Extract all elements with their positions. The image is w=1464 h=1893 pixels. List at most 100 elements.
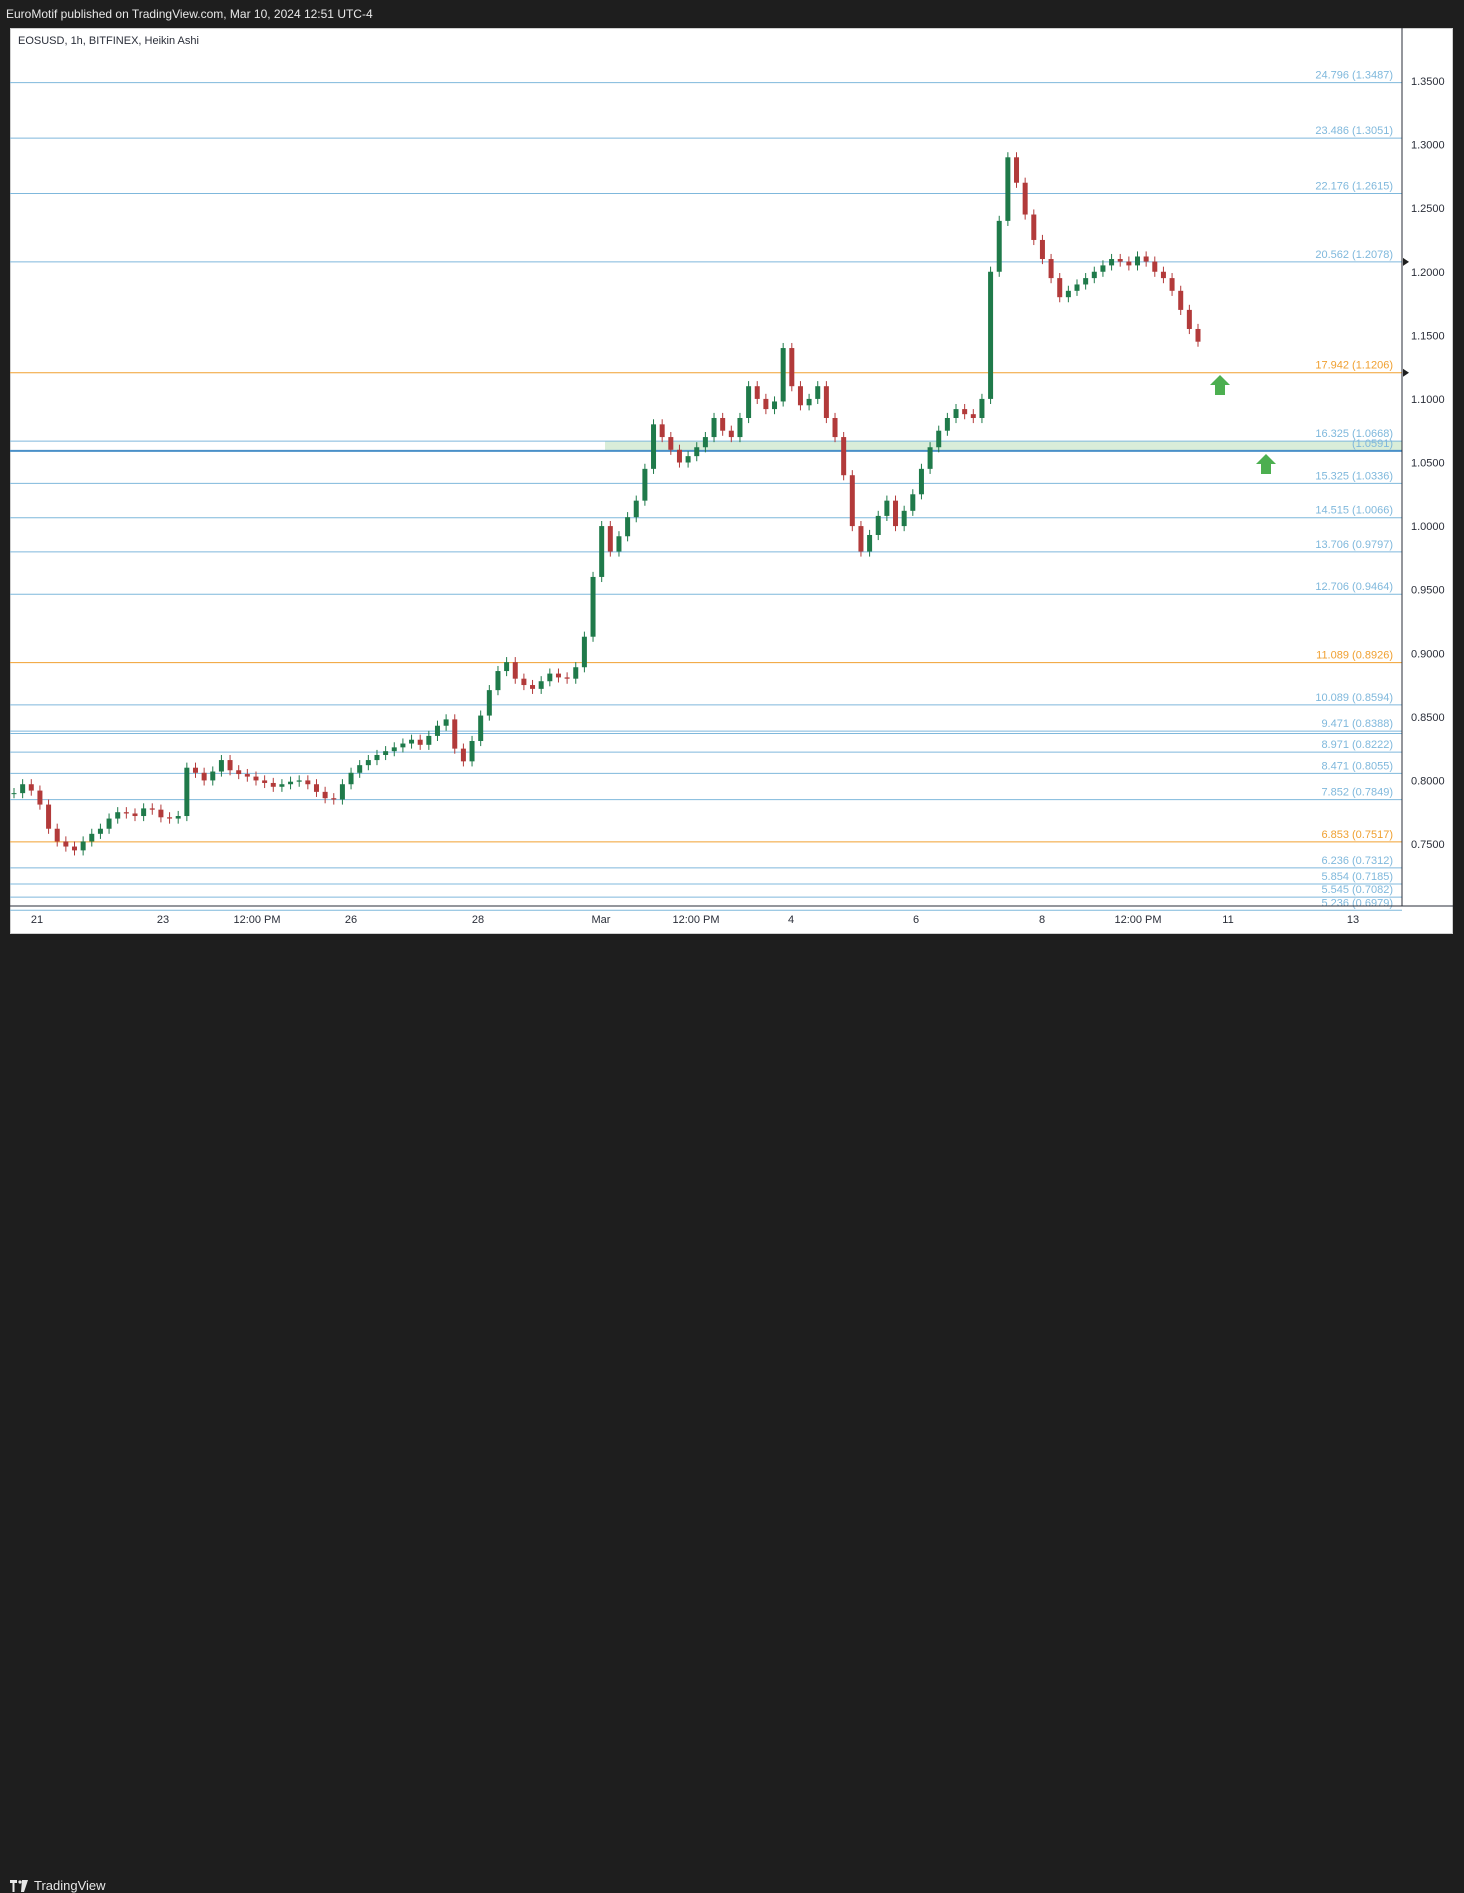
candle-body (469, 740, 475, 762)
level-label: 17.942 (1.1206) (1315, 360, 1393, 372)
candle-body (417, 739, 423, 745)
tradingview-logo[interactable]: TradingView (10, 1878, 106, 1893)
candle-body (253, 776, 259, 781)
level-label: 14.515 (1.0066) (1315, 505, 1393, 517)
price-tick-label: 0.7500 (1411, 839, 1445, 851)
candle-body (849, 475, 855, 527)
candle-body (218, 760, 224, 772)
price-tick-label: 0.8500 (1411, 712, 1445, 724)
candle-body (158, 809, 164, 818)
candle-body (512, 662, 518, 679)
candle-body (607, 526, 613, 552)
candle-body (815, 386, 821, 399)
candle-body (979, 398, 985, 418)
level-label: 6.236 (0.7312) (1321, 855, 1393, 867)
candle-body (1109, 259, 1115, 266)
candle-body (659, 424, 665, 438)
level-label: 12.706 (0.9464) (1315, 581, 1393, 593)
price-marker-icon (1403, 257, 1409, 266)
candle-body (720, 417, 726, 431)
candle-body (901, 510, 907, 527)
candle-body (521, 678, 527, 686)
price-tick-label: 1.0000 (1411, 521, 1445, 533)
candle-body (1143, 256, 1149, 262)
candle-body (460, 748, 466, 762)
level-label: 22.176 (1.2615) (1315, 181, 1393, 193)
candle-body (970, 414, 976, 418)
candle-body (184, 767, 190, 817)
candle-body (365, 760, 371, 766)
candle-body (236, 770, 242, 775)
candle-body (918, 468, 924, 495)
candle-body (192, 767, 198, 773)
candle-body (538, 681, 544, 689)
level-label: 10.089 (0.8594) (1315, 692, 1393, 704)
candle-body (841, 437, 847, 476)
candle-body (1014, 157, 1020, 183)
candle-body (581, 636, 587, 668)
symbol-legend: EOSUSD, 1h, BITFINEX, Heikin Ashi (18, 35, 199, 47)
candle-body (167, 817, 173, 819)
candle-body (71, 846, 77, 851)
candle-body (1022, 182, 1028, 215)
candle-body (746, 386, 752, 418)
candle-body (1048, 259, 1054, 279)
candle-body (530, 685, 536, 689)
candle-body (97, 828, 103, 834)
time-tick-label: Mar (592, 914, 611, 926)
tradingview-logo-icon (10, 1879, 28, 1892)
candle-body (1160, 271, 1166, 279)
candle-body (504, 662, 510, 672)
published-caption: EuroMotif published on TradingView.com, … (6, 7, 373, 21)
time-tick-label: 13 (1347, 914, 1359, 926)
candle-body (789, 348, 795, 387)
candle-body (1152, 261, 1158, 272)
candle-body (884, 500, 890, 516)
support-zone (605, 441, 1402, 451)
candle-body (348, 772, 354, 785)
candle-body (322, 791, 328, 799)
level-label: 9.471 (0.8388) (1321, 718, 1393, 730)
level-label: 8.971 (0.8222) (1321, 739, 1393, 751)
price-tick-label: 1.3500 (1411, 76, 1445, 88)
candle-body (270, 782, 276, 787)
price-tick-label: 1.3000 (1411, 140, 1445, 152)
candle-body (46, 804, 52, 829)
time-tick-label: 12:00 PM (1114, 914, 1161, 926)
candle-body (590, 576, 596, 637)
candle-body (305, 780, 311, 785)
candle-body (711, 417, 717, 438)
candle-body (737, 417, 743, 438)
price-tick-label: 1.1000 (1411, 394, 1445, 406)
up-arrow-icon (1256, 454, 1276, 474)
candle-body (547, 673, 553, 682)
candle-body (175, 816, 181, 819)
candle-body (54, 828, 60, 842)
candle-body (20, 784, 26, 794)
candle-body (383, 751, 389, 755)
level-label: 5.236 (0.6979) (1321, 897, 1393, 909)
candle-body (426, 735, 432, 745)
candle-body (858, 526, 864, 552)
candle-body (244, 774, 250, 777)
candle-body (1117, 259, 1123, 262)
candle-body (1083, 278, 1089, 285)
candle-body (694, 447, 700, 457)
candle-body (1135, 256, 1141, 266)
level-label: 11.089 (0.8926) (1316, 650, 1393, 662)
candle-body (1091, 271, 1097, 279)
candlestick-chart[interactable]: 24.796 (1.3487) 23.486 (1.3051) 22.176 (1.… (10, 28, 1453, 934)
candle-body (893, 500, 899, 527)
candle-body (599, 526, 605, 577)
candle-body (106, 818, 112, 829)
candle-body (1074, 284, 1080, 291)
candle-body (331, 798, 337, 800)
candle-body (573, 667, 579, 679)
candle-body (823, 386, 829, 418)
candle-body (123, 812, 129, 814)
candle-body (616, 536, 622, 552)
price-tick-label: 1.2500 (1411, 203, 1445, 215)
level-label: (1.0591) (1352, 438, 1393, 450)
time-tick-label: 12:00 PM (233, 914, 280, 926)
footer-bar: TradingView (0, 935, 1464, 1893)
